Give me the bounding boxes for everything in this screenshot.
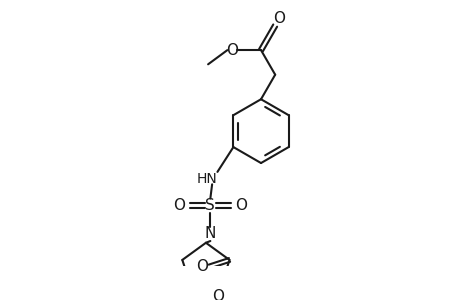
Text: O: O <box>235 198 247 213</box>
Text: O: O <box>173 198 185 213</box>
Text: O: O <box>212 289 224 300</box>
Text: S: S <box>205 198 215 213</box>
Text: O: O <box>196 259 208 274</box>
Text: O: O <box>225 43 237 58</box>
Text: N: N <box>204 226 216 242</box>
Text: HN: HN <box>196 172 217 186</box>
Text: O: O <box>273 11 285 26</box>
